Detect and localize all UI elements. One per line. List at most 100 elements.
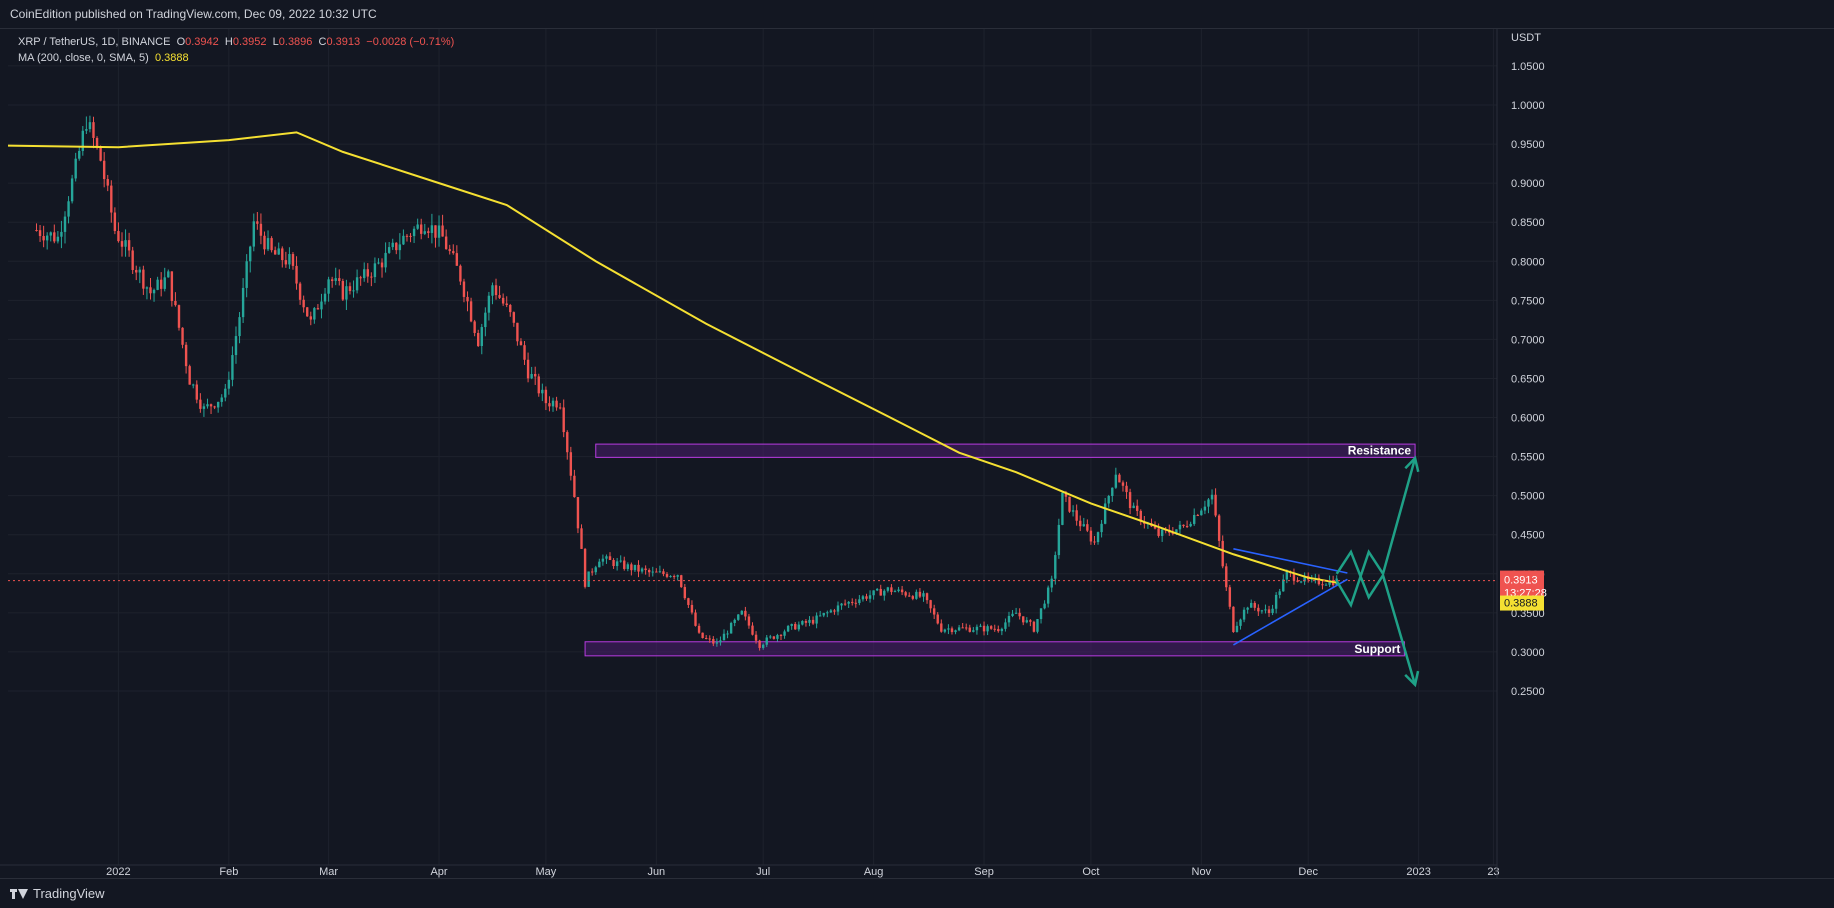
candle-body xyxy=(655,571,658,573)
candle-body xyxy=(491,285,494,296)
candle-body xyxy=(238,317,241,337)
candle-body xyxy=(580,528,583,549)
candle-body xyxy=(1324,584,1328,586)
candle-body xyxy=(626,564,630,569)
candle-body xyxy=(687,598,690,605)
legend-open: 0.3942 xyxy=(185,36,219,48)
tradingview-logo[interactable]: TradingView xyxy=(10,886,105,901)
candle-body xyxy=(957,627,961,631)
candle-body xyxy=(558,407,562,409)
candle-body xyxy=(309,316,312,320)
candle-body xyxy=(167,271,170,278)
candle-body xyxy=(680,575,683,588)
candle-body xyxy=(359,277,362,279)
candle-body xyxy=(170,271,174,301)
candle-body xyxy=(298,283,302,300)
candle-body xyxy=(526,359,530,379)
candle-body xyxy=(202,406,206,409)
y-tick-label: 0.8500 xyxy=(1511,217,1545,229)
candle-body xyxy=(437,225,441,238)
candle-body xyxy=(701,632,704,638)
candle-body xyxy=(224,388,227,398)
x-tick-label: 2023 xyxy=(1406,866,1430,878)
candle-body xyxy=(843,603,847,605)
candle-body xyxy=(672,576,676,578)
candle-body xyxy=(113,212,117,232)
candle-body xyxy=(266,238,270,250)
candle-body xyxy=(341,281,345,300)
candle-body xyxy=(1128,492,1132,509)
candle-body xyxy=(651,571,654,573)
candle-body xyxy=(932,608,936,615)
candle-body xyxy=(1079,520,1082,527)
currency-label: USDT xyxy=(1511,32,1541,44)
candle-body xyxy=(1068,496,1071,512)
candle-body xyxy=(1054,555,1057,579)
candle-body xyxy=(1217,515,1221,541)
candle-body xyxy=(608,556,612,560)
candle-body xyxy=(954,630,957,633)
candle-body xyxy=(455,253,459,266)
candle-body xyxy=(135,270,138,273)
candle-body xyxy=(875,588,879,591)
candle-body xyxy=(249,246,252,262)
legend-ma-value: 0.3888 xyxy=(154,52,189,64)
candle-body xyxy=(60,231,63,237)
candle-body xyxy=(1064,492,1068,497)
candle-body xyxy=(772,636,776,639)
candle-body xyxy=(548,403,551,407)
candle-body xyxy=(259,223,263,236)
candle-body xyxy=(420,224,423,234)
candle-body xyxy=(1032,621,1036,632)
candle-body xyxy=(284,260,288,265)
candle-body xyxy=(1282,579,1285,592)
candle-body xyxy=(961,627,964,629)
candle-body xyxy=(487,295,491,313)
candle-body xyxy=(836,605,840,612)
candle-body xyxy=(241,287,245,318)
candle-body xyxy=(744,610,747,617)
candle-body xyxy=(184,344,188,367)
candle-body xyxy=(893,591,897,593)
candle-body xyxy=(78,150,81,159)
candle-body xyxy=(505,303,508,305)
candle-body xyxy=(861,596,865,600)
candle-body xyxy=(252,221,255,247)
candle-body xyxy=(904,592,907,596)
candle-body xyxy=(1193,514,1196,524)
candle-body xyxy=(544,389,548,404)
candle-body xyxy=(206,404,209,407)
candle-body xyxy=(601,558,605,562)
candle-body xyxy=(377,262,380,264)
candle-body xyxy=(630,564,633,571)
candle-body xyxy=(192,384,195,386)
legend-ma-label: MA (200, close, 0, SMA, 5) xyxy=(18,52,149,64)
candle-body xyxy=(281,248,284,261)
candle-body xyxy=(858,599,861,604)
scenario-down-arrow-head xyxy=(1404,670,1420,688)
candle-body xyxy=(587,571,590,587)
candle-body xyxy=(722,633,726,641)
candle-body xyxy=(416,224,419,229)
candle-body xyxy=(1136,505,1139,511)
chart-legend[interactable]: XRP / TetherUS, 1D, BINANCE O0.3942 H0.3… xyxy=(18,34,454,66)
candle-body xyxy=(897,589,900,592)
candle-body xyxy=(402,235,405,245)
candle-body xyxy=(1022,616,1025,623)
candle-body xyxy=(1153,526,1157,529)
candle-body xyxy=(181,327,184,345)
candle-body xyxy=(63,216,67,232)
y-tick-label: 0.5500 xyxy=(1511,452,1545,464)
candle-body xyxy=(316,308,320,310)
candle-body xyxy=(1118,474,1121,483)
price-chart[interactable]: Resistance Support 1.0500 1.0000 0.9500 0.90… xyxy=(0,29,1834,879)
candle-body xyxy=(573,475,576,498)
candle-body xyxy=(818,615,822,617)
publisher-line: CoinEdition published on TradingView.com… xyxy=(10,7,377,21)
scenario-down-arrow xyxy=(1335,549,1417,686)
candle-body xyxy=(163,277,166,289)
candle-body xyxy=(769,636,772,638)
candle-body xyxy=(370,276,373,278)
chart-area[interactable]: Resistance Support 1.0500 1.0000 0.9500 0.90… xyxy=(0,29,1834,879)
candle-body xyxy=(159,279,163,289)
